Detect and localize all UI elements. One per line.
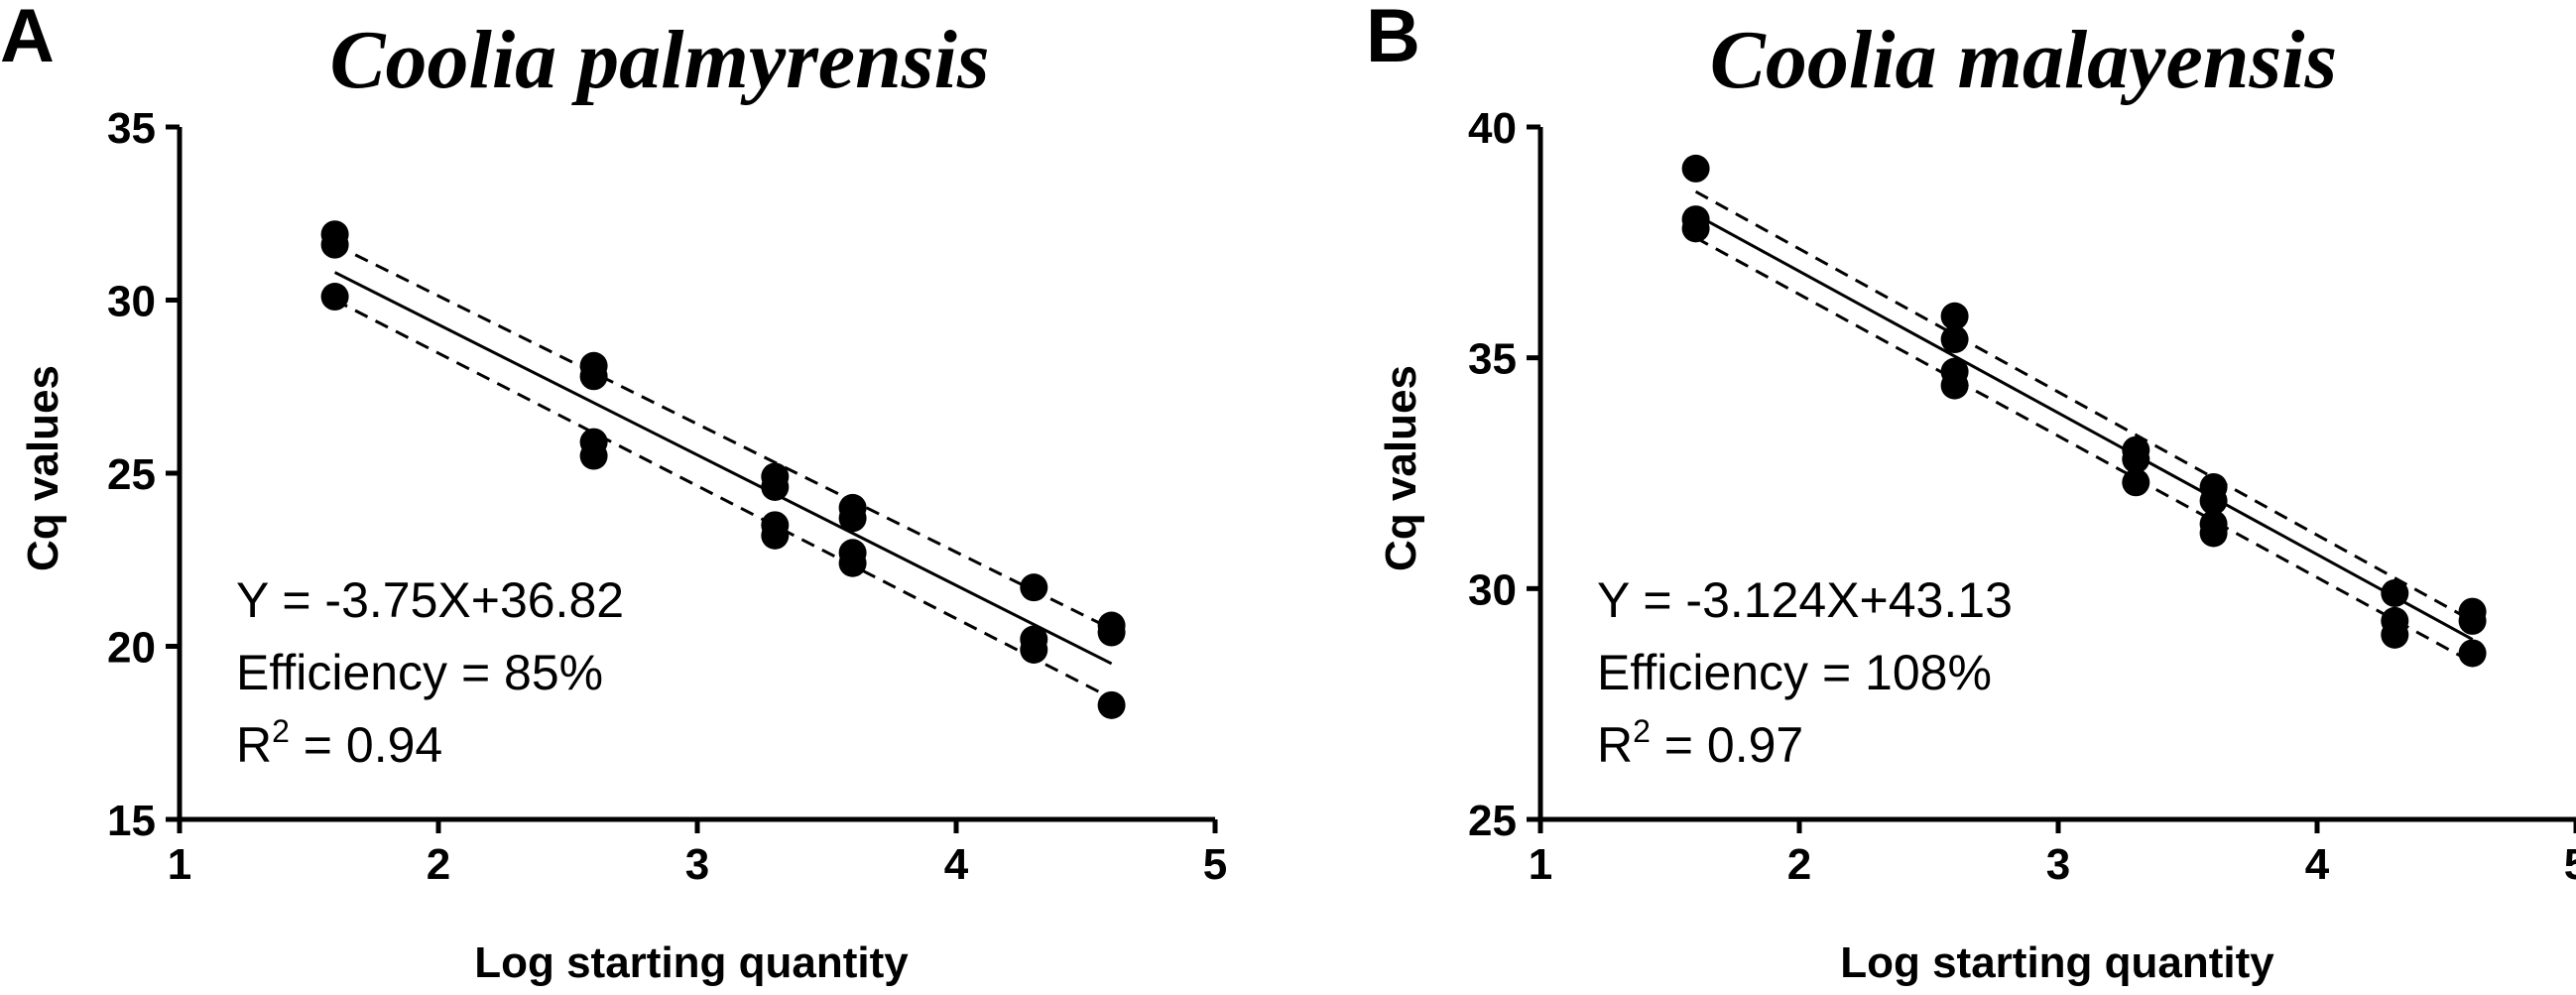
panel-b-x-tick-label: 1 xyxy=(1529,840,1552,889)
panel-a-x-tick-label: 4 xyxy=(944,840,969,889)
panel-a-ci-lower-line xyxy=(333,299,1113,700)
panel-b-data-point xyxy=(1681,214,1710,243)
panel-a-x-tick-label: 2 xyxy=(427,840,450,889)
panel-a-x-tick-label: 1 xyxy=(168,840,191,889)
panel-b-efficiency: Efficiency = 108% xyxy=(1597,645,1992,700)
panel-a-y-tick-label: 20 xyxy=(107,624,156,673)
panel-a-x-tick-label: 3 xyxy=(685,840,709,889)
panel-b-y-tick-label: 35 xyxy=(1468,335,1517,384)
panel-a-data-point xyxy=(761,472,790,501)
panel-a-data-point xyxy=(1097,618,1126,647)
panel-a-ticks: 15 20 25 30 35 1 2 3 4 5 xyxy=(107,104,1227,889)
panel-a-x-label: Log starting quantity xyxy=(474,938,909,987)
panel-a-efficiency: Efficiency = 85% xyxy=(236,645,603,700)
panel-b-data-point xyxy=(2122,445,2150,474)
panel-b-y-label: Cq values xyxy=(1377,365,1425,571)
panel-a-data-point xyxy=(579,362,608,391)
panel-b-data-point xyxy=(1681,154,1710,183)
panel-b-letter: B xyxy=(1366,0,1420,78)
panel-a-data-point xyxy=(320,283,349,311)
panel-a-data-point xyxy=(579,441,608,470)
panel-b-data-point xyxy=(2381,620,2409,649)
panel-b-x-tick-label: 5 xyxy=(2564,840,2576,889)
panel-a-letter: A xyxy=(0,0,55,78)
panel-a-y-tick-label: 15 xyxy=(107,797,156,845)
panel-a-data-point xyxy=(838,549,867,577)
panel-b-x-tick-label: 2 xyxy=(1787,840,1811,889)
panel-a-y-label: Cq values xyxy=(19,365,67,571)
panel-a-x-tick-label: 5 xyxy=(1203,840,1227,889)
panel-a-title: Coolia palmyrensis xyxy=(329,14,989,106)
panel-b-data-point xyxy=(2199,519,2228,548)
panel-b-y-tick-label: 30 xyxy=(1468,565,1517,614)
panel-b-data-point xyxy=(1940,302,1969,330)
panel-b-marks xyxy=(1681,154,2487,668)
panel-b-ci-lower-line xyxy=(1694,236,2474,665)
panel-b-equation: Y = -3.124X+43.13 xyxy=(1597,572,2013,628)
panel-b-x-tick-label: 4 xyxy=(2305,840,2330,889)
panel-b-data-point xyxy=(2199,486,2228,515)
panel-a-equation: Y = -3.75X+36.82 xyxy=(236,572,624,628)
panel-a-fit-line xyxy=(333,271,1113,666)
panel-a-y-tick-label: 35 xyxy=(107,104,156,153)
panel-a-data-point xyxy=(1020,635,1048,664)
panel-a-y-tick-label: 30 xyxy=(107,278,156,326)
panel-b-data-point xyxy=(1940,325,1969,354)
panel-a-ci-upper-line xyxy=(333,243,1113,631)
panel-b-data-point xyxy=(2122,468,2150,497)
panel-a-r-squared: R2 = 0.94 xyxy=(236,713,442,773)
panel-b-data-point xyxy=(2458,639,2487,668)
panel-a-marks xyxy=(320,220,1126,719)
panel-b-ci-upper-line xyxy=(1694,189,2474,623)
panel-b-data-point xyxy=(2381,578,2409,607)
panel-b-r-squared: R2 = 0.97 xyxy=(1597,713,1803,773)
panel-b-fit-line xyxy=(1694,213,2474,641)
panel-a-data-point xyxy=(1020,573,1048,602)
panel-a-data-point xyxy=(1097,690,1126,719)
panel-a-data-point xyxy=(838,504,867,533)
panel-b-ticks: 25 30 35 40 1 2 3 4 5 xyxy=(1468,104,2576,889)
panel-b-x-label: Log starting quantity xyxy=(1840,938,2274,987)
panel-b-data-point xyxy=(1940,371,1969,400)
panel-b-title: Coolia malayensis xyxy=(1710,14,2337,106)
panel-b-y-tick-label: 40 xyxy=(1468,104,1517,153)
panel-a-data-point xyxy=(761,521,790,550)
panel-b-y-tick-label: 25 xyxy=(1468,797,1517,845)
panel-b: B Coolia malayensis Log starting quantit… xyxy=(1366,0,2576,987)
panel-a-data-point xyxy=(320,230,349,259)
panel-a-y-tick-label: 25 xyxy=(107,450,156,499)
panel-b-data-point xyxy=(2458,606,2487,635)
panel-a: A Coolia palmyrensis Log starting quanti… xyxy=(0,0,1227,987)
panel-b-x-tick-label: 3 xyxy=(2046,840,2070,889)
